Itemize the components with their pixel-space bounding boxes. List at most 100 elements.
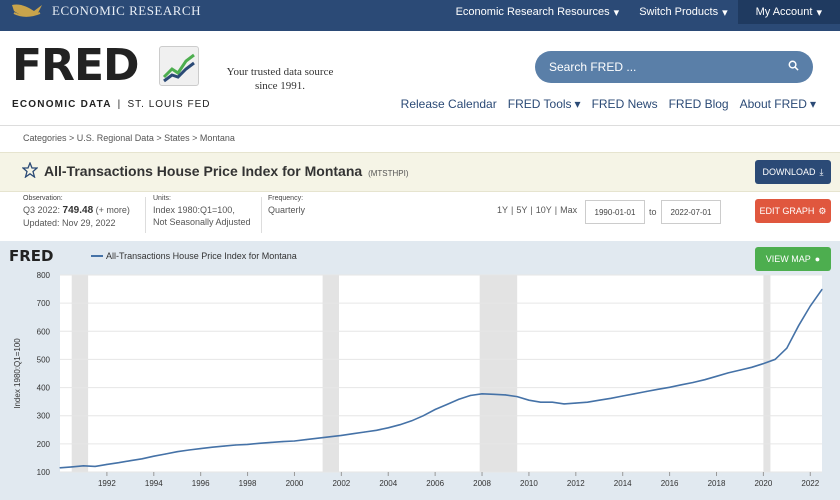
observation-more-link[interactable]: (+ more) [95, 205, 130, 215]
updated-date: Updated: Nov 29, 2022 [23, 218, 116, 228]
nav-fred-blog[interactable]: FRED Blog [668, 97, 729, 111]
search-placeholder: Search FRED ... [549, 60, 637, 74]
units-label: Units: [153, 195, 171, 202]
plot-area [60, 275, 822, 472]
my-account-menu[interactable]: My Account ▾ [737, 0, 840, 24]
series-id: (MTSTHPI) [368, 169, 409, 178]
data-point [762, 363, 765, 365]
data-point [633, 393, 636, 395]
data-point [446, 403, 448, 406]
chevron-down-icon: ▾ [816, 6, 822, 19]
y-axis-label: Index 1980:Q1=100 [13, 338, 22, 409]
gear-icon: ⚙ [818, 205, 827, 216]
range-1y[interactable]: 1Y [497, 205, 509, 215]
nav-fred-news[interactable]: FRED News [591, 97, 658, 111]
x-tick-label: 2016 [661, 479, 679, 488]
units-line-1: Index 1980:Q1=100, [153, 205, 235, 215]
start-date-input[interactable]: 1990-01-01 [585, 200, 645, 224]
data-point [305, 439, 307, 441]
fred-tools-label: FRED Tools [507, 97, 572, 111]
data-point [504, 394, 507, 396]
data-point [575, 402, 577, 404]
data-point [59, 467, 61, 469]
y-tick-label: 700 [37, 299, 51, 308]
data-point [200, 448, 202, 450]
x-tick-label: 2000 [286, 479, 304, 488]
download-button[interactable]: DOWNLOAD ⤓ [755, 160, 831, 184]
data-point [258, 442, 260, 444]
economic-research-brand[interactable]: ECONOMIC RESEARCH [10, 0, 201, 22]
data-point [715, 375, 718, 377]
data-point [540, 401, 542, 403]
data-point [364, 431, 366, 433]
data-point [657, 388, 659, 390]
data-point [809, 305, 811, 307]
data-point [411, 420, 413, 422]
x-tick-label: 1996 [192, 479, 210, 488]
frequency-label: Frequency: [268, 195, 304, 202]
recession-band [322, 275, 340, 472]
units-block: Units: Index 1980:Q1=100, Not Seasonally… [153, 195, 251, 228]
data-point [821, 288, 823, 290]
switch-products-label: Switch Products [639, 6, 719, 18]
series-title: All-Transactions House Price Index for M… [44, 163, 409, 179]
data-point [751, 366, 753, 368]
fred-graph-logo-icon [159, 46, 199, 86]
line-chart: 100 200 300 400 500 600 700 800 1992 1994 1996 1998… [13, 271, 823, 488]
chevron-down-icon: ▾ [574, 97, 581, 111]
units-line-2: Not Seasonally Adjusted [153, 217, 251, 227]
y-tick-label: 200 [37, 440, 51, 449]
end-date-input[interactable]: 2022-07-01 [661, 200, 721, 224]
nav-release-calendar[interactable]: Release Calendar [400, 97, 497, 111]
switch-products-menu[interactable]: Switch Products ▾ [629, 0, 737, 24]
fred-logo[interactable]: FRED [12, 40, 140, 91]
observation-label: Observation: [23, 195, 63, 202]
economic-research-resources-menu[interactable]: Economic Research Resources ▾ [446, 0, 630, 24]
breadcrumb[interactable]: Categories > U.S. Regional Data > States… [23, 133, 235, 143]
data-point [786, 347, 788, 349]
x-tick-label: 2010 [520, 479, 538, 488]
data-point [94, 465, 96, 467]
data-point [235, 444, 237, 446]
data-point [563, 403, 565, 405]
star-icon[interactable] [22, 162, 38, 178]
data-point [82, 465, 84, 467]
data-point [399, 424, 401, 426]
y-tick-label: 600 [37, 327, 51, 336]
nav-about-fred[interactable]: About FRED ▾ [740, 97, 816, 111]
chevron-down-icon: ▾ [613, 6, 620, 19]
eagle-logo-icon [12, 4, 42, 17]
my-account-label: My Account [755, 6, 813, 18]
x-tick-label: 2008 [473, 479, 491, 488]
data-point [71, 466, 73, 468]
y-tick-label: 500 [37, 355, 51, 364]
range-10y[interactable]: 10Y [535, 205, 552, 215]
x-tick-label: 1994 [145, 479, 163, 488]
view-map-button[interactable]: VIEW MAP ● [755, 247, 831, 271]
data-point [798, 325, 800, 327]
y-tick-label: 400 [37, 384, 51, 393]
series-title-bar: All-Transactions House Price Index for M… [0, 152, 840, 192]
data-point [622, 395, 624, 397]
search-input[interactable]: Search FRED ... [535, 51, 813, 83]
x-tick-label: 2018 [708, 479, 726, 488]
range-5y[interactable]: 5Y [516, 205, 528, 215]
data-point [282, 441, 284, 443]
nav-fred-tools[interactable]: FRED Tools ▾ [508, 97, 581, 111]
search-icon[interactable] [788, 60, 799, 74]
range-max[interactable]: Max [560, 205, 578, 215]
top-nav: Economic Research Resources ▾ Switch Pro… [446, 0, 840, 24]
data-point [176, 451, 178, 453]
globe-icon: ● [814, 254, 821, 264]
data-point [680, 384, 682, 386]
data-point [598, 399, 600, 401]
data-point [481, 393, 483, 395]
data-point [645, 390, 647, 393]
data-point [317, 437, 319, 439]
tagline-line-1: Your trusted data source [226, 66, 334, 78]
data-point [704, 379, 706, 381]
legend-label: All-Transactions House Price Index for M… [106, 251, 297, 261]
recession-band [763, 275, 771, 472]
x-tick-label: 2004 [379, 479, 397, 488]
edit-graph-button[interactable]: EDIT GRAPH ⚙ [755, 199, 831, 223]
